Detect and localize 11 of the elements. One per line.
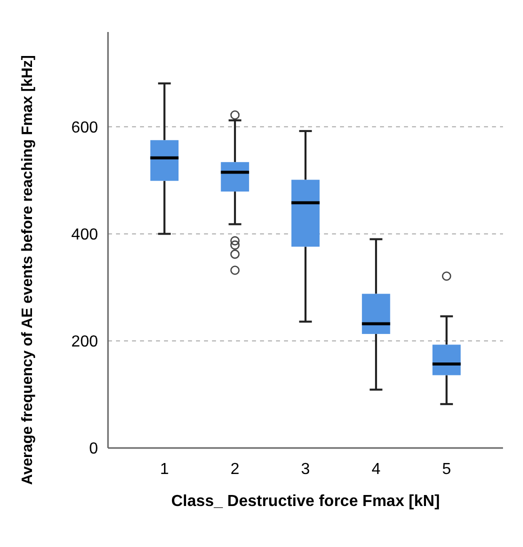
y-axis-title: Average frequency of AE events before reaching Fmax [kHz] [19,55,36,485]
y-tick-label: 600 [71,119,98,136]
y-tick-label: 400 [71,226,98,244]
y-tick-label: 0 [89,440,98,458]
x-tick-label: 5 [442,461,452,478]
x-tick-label: 2 [230,461,240,478]
x-axis-title: Class_ Destructive force Fmax [kN] [171,493,440,510]
y-tick-label: 200 [71,334,98,351]
x-tick-label: 1 [160,461,169,478]
x-tick-label: 4 [372,461,381,478]
x-tick-label: 3 [301,461,310,478]
